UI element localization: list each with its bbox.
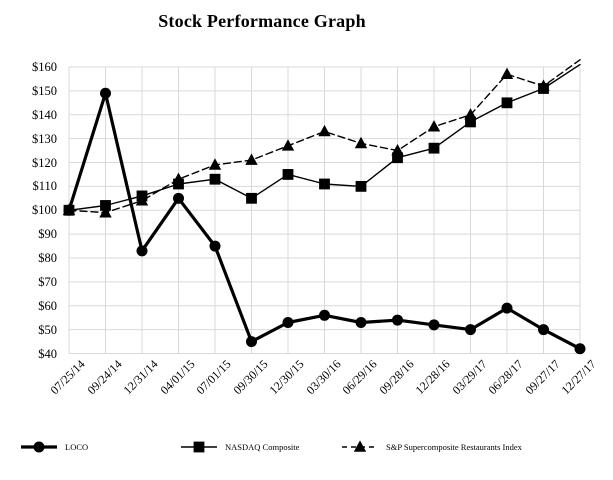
legend-label: LOCO xyxy=(65,442,89,452)
gridlines xyxy=(68,66,581,354)
y-tick-label: $90 xyxy=(38,227,57,242)
legend-item-nasdaq-composite: NASDAQ Composite xyxy=(180,439,299,455)
legend-marker-square-icon xyxy=(181,441,217,453)
y-tick-label: $70 xyxy=(38,274,57,289)
y-tick-label: $130 xyxy=(32,131,57,146)
y-tick-label: $60 xyxy=(38,298,57,313)
y-tick-label: $110 xyxy=(32,179,57,194)
series-nasdaq-composite xyxy=(63,63,581,216)
y-tick-label: $100 xyxy=(32,203,57,218)
series-line-s-p-supercomposite-restaurants-index xyxy=(68,59,581,214)
legend-label: S&P Supercomposite Restaurants Index xyxy=(386,442,522,452)
y-tick-label: $40 xyxy=(38,346,57,361)
legend-item-s-p-supercomposite-restaurants-index: S&P Supercomposite Restaurants Index xyxy=(341,439,522,455)
y-tick-label: $150 xyxy=(32,83,57,98)
y-tick-label: $160 xyxy=(32,60,57,74)
chart-title: Stock Performance Graph xyxy=(158,11,366,31)
y-tick-label: $50 xyxy=(38,322,57,337)
legend-item-loco: LOCO xyxy=(20,439,88,455)
y-tick-label: $140 xyxy=(32,107,57,122)
y-tick-label: $120 xyxy=(32,155,57,170)
series-loco xyxy=(63,87,586,355)
legend-label: NASDAQ Composite xyxy=(225,442,300,452)
y-tick-label: $80 xyxy=(38,251,57,265)
legend-marker-circle-icon xyxy=(21,441,57,453)
legend-marker-triangle-icon xyxy=(342,440,378,452)
